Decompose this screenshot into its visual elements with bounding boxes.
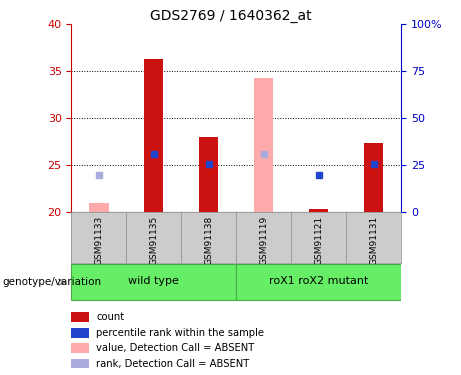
Bar bbox=[199, 137, 219, 212]
Text: GSM91131: GSM91131 bbox=[369, 216, 378, 265]
Bar bbox=[71, 328, 89, 338]
Text: GSM91138: GSM91138 bbox=[204, 216, 213, 265]
Bar bbox=[309, 209, 328, 212]
Bar bbox=[144, 59, 164, 212]
Text: GDS2769 / 1640362_at: GDS2769 / 1640362_at bbox=[150, 9, 311, 23]
Bar bbox=[89, 202, 108, 212]
FancyBboxPatch shape bbox=[71, 264, 236, 300]
Bar bbox=[71, 343, 89, 353]
Bar bbox=[71, 358, 89, 369]
Bar bbox=[71, 312, 89, 322]
Text: genotype/variation: genotype/variation bbox=[2, 277, 101, 287]
Text: wild type: wild type bbox=[129, 276, 179, 286]
FancyBboxPatch shape bbox=[236, 264, 401, 300]
Text: GSM91135: GSM91135 bbox=[149, 216, 159, 265]
Text: roX1 roX2 mutant: roX1 roX2 mutant bbox=[269, 276, 368, 286]
Text: GSM91121: GSM91121 bbox=[314, 216, 323, 265]
Text: count: count bbox=[96, 312, 124, 322]
Bar bbox=[254, 78, 273, 212]
Bar bbox=[364, 144, 383, 212]
Text: percentile rank within the sample: percentile rank within the sample bbox=[96, 328, 264, 338]
Text: GSM91119: GSM91119 bbox=[259, 216, 268, 265]
Text: value, Detection Call = ABSENT: value, Detection Call = ABSENT bbox=[96, 343, 254, 353]
Text: GSM91133: GSM91133 bbox=[95, 216, 103, 265]
Text: rank, Detection Call = ABSENT: rank, Detection Call = ABSENT bbox=[96, 358, 249, 369]
